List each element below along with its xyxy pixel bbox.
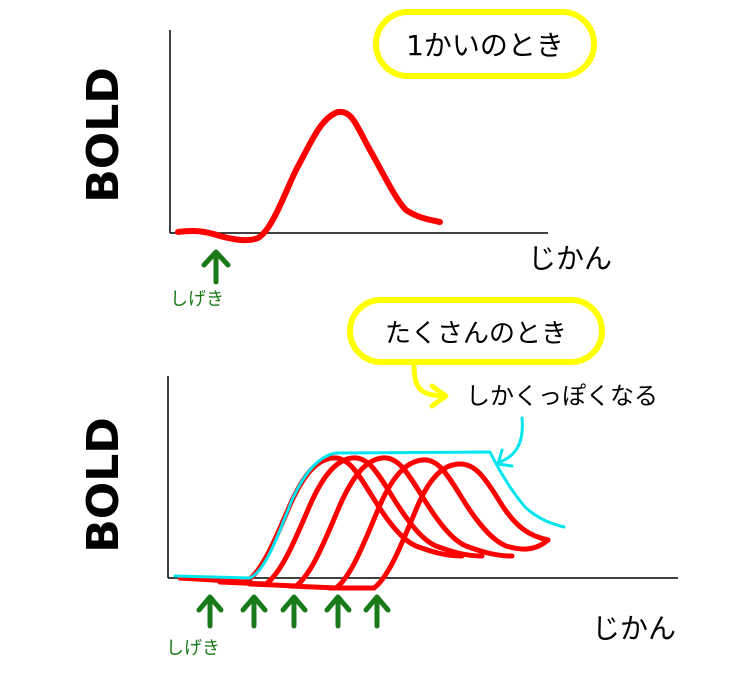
stimulus-arrow-1: [196, 594, 224, 629]
bottom-annotation-text: しかくっぽくなる: [466, 382, 658, 410]
bottom-callout-bubble: [347, 297, 605, 365]
top-stimulus-label: しげき: [170, 289, 224, 310]
bottom-stimulus-label: しげき: [166, 638, 220, 659]
top-stimulus-arrow: [201, 249, 231, 285]
bold-response-curve-1: [177, 455, 465, 585]
top-callout-text: 1かいのとき: [406, 29, 564, 62]
bold-response-curve-4: [287, 457, 551, 591]
bold-response-curve-3: [247, 455, 515, 589]
bottom-x-label: じかん: [592, 612, 676, 645]
stimulus-arrow-4: [324, 594, 352, 629]
callout-pointer-arrow: [411, 363, 449, 409]
top-y-label: BOLD: [78, 67, 129, 203]
bottom-y-label: BOLD: [78, 417, 129, 553]
stimulus-arrow-3: [280, 594, 308, 629]
bottom-stimulus-arrows: [196, 594, 391, 629]
bold-response-curve-2: [217, 455, 485, 587]
summed-response-curve: [173, 450, 566, 580]
top-panel: BOLD じかん 1かいのとき しげき: [78, 9, 612, 310]
stimulus-arrow-5: [363, 594, 391, 629]
top-bold-response-curve: [175, 108, 443, 244]
bold-response-curve-5: [327, 461, 551, 591]
bottom-callout-text: たくさんのとき: [385, 319, 567, 349]
bottom-panel: BOLD じかん たくさんのとき しかくっぽくなる: [78, 297, 678, 659]
top-x-label: じかん: [528, 242, 612, 275]
top-callout-bubble: [373, 9, 597, 79]
stimulus-arrow-2: [240, 594, 268, 629]
summed-curve-pointer-arrow: [496, 416, 524, 468]
bottom-bold-response-curves: [177, 455, 551, 591]
